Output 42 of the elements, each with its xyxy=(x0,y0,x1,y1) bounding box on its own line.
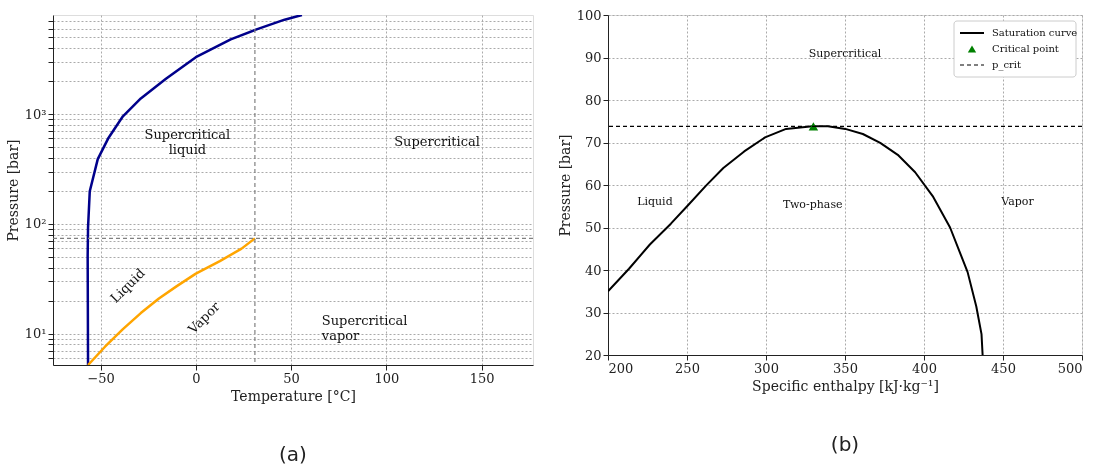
x-tick-label: 100 xyxy=(374,370,400,386)
y-tick-label: 10¹ xyxy=(24,326,47,342)
line-series xyxy=(86,15,304,365)
annotation: Two-phase xyxy=(782,198,843,212)
x-tick-label: −50 xyxy=(87,370,115,386)
y-tick-label: 80 xyxy=(584,92,602,108)
x-tick-label: 350 xyxy=(833,360,858,376)
x-tick-label: 150 xyxy=(469,370,495,386)
text: (a) xyxy=(279,442,307,464)
x-tick-label: 450 xyxy=(991,360,1016,376)
x-axis-title: Temperature [°C] xyxy=(231,387,356,404)
legend-label: p_crit xyxy=(992,59,1021,71)
legend-label: Critical point xyxy=(992,43,1059,54)
x-tick-label: 400 xyxy=(912,360,937,376)
y-axis-title: Pressure [bar] xyxy=(4,139,21,242)
annotation: Supercritical xyxy=(394,134,480,150)
y-tick-label: 10³ xyxy=(24,106,47,122)
annotation: Supercritical liquid xyxy=(144,127,231,158)
y-tick-label: 10² xyxy=(24,216,47,232)
y-tick-label: 40 xyxy=(584,262,602,278)
y-tick-label: 50 xyxy=(584,220,602,235)
annotation: Supercritical vapor xyxy=(320,313,408,344)
x-tick-label: 0 xyxy=(192,370,201,386)
text: (b) xyxy=(830,432,860,456)
x-tick-label: 250 xyxy=(675,360,700,376)
y-tick-label: 100 xyxy=(576,7,602,23)
y-tick-label: 20 xyxy=(584,347,602,363)
x-tick-label: 50 xyxy=(283,370,300,386)
y-tick-label: 30 xyxy=(584,305,602,320)
legend-label: Saturation curve xyxy=(992,27,1078,38)
y-tick-label: 90 xyxy=(584,50,602,65)
x-tick-label: 500 xyxy=(1057,360,1083,376)
line-series xyxy=(86,237,257,365)
y-axis-title: Pressure [bar] xyxy=(556,134,573,237)
annotation: Liquid xyxy=(637,195,673,209)
annotation: Vapor xyxy=(1000,195,1035,209)
x-tick-label: 300 xyxy=(754,360,779,376)
annotation: Supercritical xyxy=(808,46,882,60)
y-tick-label: 70 xyxy=(584,135,602,150)
x-axis-title: Specific enthalpy [kJ·kg⁻¹] xyxy=(752,377,939,394)
x-tick-label: 200 xyxy=(608,360,634,376)
y-tick-label: 60 xyxy=(584,177,602,193)
